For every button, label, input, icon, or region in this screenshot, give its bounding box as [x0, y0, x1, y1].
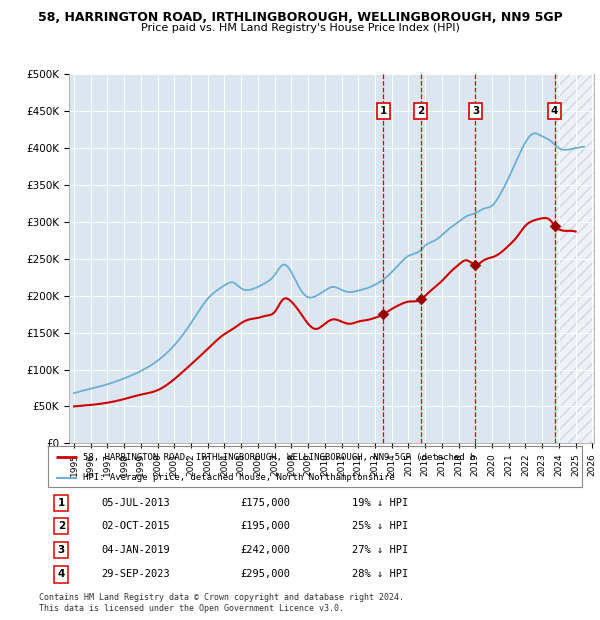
Point — [470, 260, 480, 270]
Text: £175,000: £175,000 — [240, 498, 290, 508]
Text: £242,000: £242,000 — [240, 545, 290, 555]
Point — [416, 294, 426, 304]
Text: 3: 3 — [472, 106, 479, 117]
Text: 29-SEP-2023: 29-SEP-2023 — [101, 569, 170, 579]
Bar — [475, 74, 554, 443]
Text: Contains HM Land Registry data © Crown copyright and database right 2024.: Contains HM Land Registry data © Crown c… — [39, 593, 404, 602]
Text: 1: 1 — [58, 498, 65, 508]
Text: 3: 3 — [58, 545, 65, 555]
Text: 2: 2 — [418, 106, 425, 117]
Bar — [554, 74, 594, 443]
Text: 4: 4 — [551, 106, 558, 117]
Text: £195,000: £195,000 — [240, 521, 290, 531]
Text: 4: 4 — [58, 569, 65, 579]
Point — [379, 309, 388, 319]
Text: 19% ↓ HPI: 19% ↓ HPI — [352, 498, 409, 508]
Text: 1: 1 — [380, 106, 387, 117]
Text: 05-JUL-2013: 05-JUL-2013 — [101, 498, 170, 508]
Text: 25% ↓ HPI: 25% ↓ HPI — [352, 521, 409, 531]
Text: 04-JAN-2019: 04-JAN-2019 — [101, 545, 170, 555]
Text: 02-OCT-2015: 02-OCT-2015 — [101, 521, 170, 531]
Text: £295,000: £295,000 — [240, 569, 290, 579]
Text: This data is licensed under the Open Government Licence v3.0.: This data is licensed under the Open Gov… — [39, 604, 344, 613]
Text: 2: 2 — [58, 521, 65, 531]
Text: Price paid vs. HM Land Registry's House Price Index (HPI): Price paid vs. HM Land Registry's House … — [140, 23, 460, 33]
Bar — [383, 74, 421, 443]
Text: 28% ↓ HPI: 28% ↓ HPI — [352, 569, 409, 579]
Text: 58, HARRINGTON ROAD, IRTHLINGBOROUGH, WELLINGBOROUGH, NN9 5GP (detached h: 58, HARRINGTON ROAD, IRTHLINGBOROUGH, WE… — [83, 453, 475, 462]
Point — [550, 221, 559, 231]
Text: 58, HARRINGTON ROAD, IRTHLINGBOROUGH, WELLINGBOROUGH, NN9 5GP: 58, HARRINGTON ROAD, IRTHLINGBOROUGH, WE… — [38, 11, 562, 24]
Text: 27% ↓ HPI: 27% ↓ HPI — [352, 545, 409, 555]
Text: HPI: Average price, detached house, North Northamptonshire: HPI: Average price, detached house, Nort… — [83, 473, 394, 482]
